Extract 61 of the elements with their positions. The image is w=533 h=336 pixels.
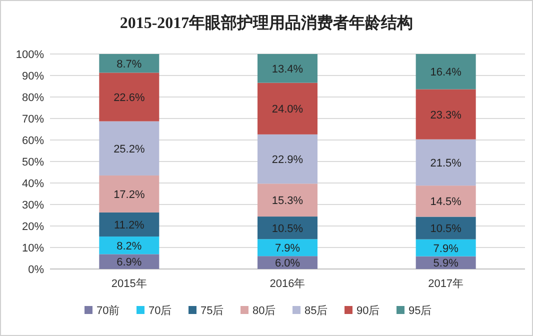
data-label: 22.9%: [272, 154, 304, 166]
bar: [99, 212, 160, 237]
bar: [416, 186, 476, 217]
y-tick-label: 0%: [28, 264, 44, 276]
legend-label: 80后: [252, 304, 276, 317]
data-label: 15.3%: [272, 195, 304, 208]
y-tick-label: 30%: [22, 200, 44, 212]
data-label: 24.0%: [272, 104, 304, 116]
legend-label: 85后: [304, 304, 328, 317]
legend-label: 75后: [200, 304, 224, 317]
y-tick-label: 40%: [22, 178, 44, 190]
data-label: 23.3%: [430, 109, 462, 122]
bar: [416, 89, 476, 140]
chart-title: 2015-2017年眼部护理用品消费者年龄结构: [120, 14, 414, 32]
legend-label: 70前: [96, 305, 120, 317]
data-label: 16.4%: [430, 66, 462, 79]
bar: [99, 72, 160, 122]
bar: [99, 175, 160, 212]
bar: [416, 239, 476, 256]
data-label: 10.5%: [430, 223, 462, 236]
data-label: 13.4%: [272, 63, 304, 76]
data-label: 10.5%: [272, 222, 304, 235]
y-tick-label: 90%: [22, 70, 44, 82]
data-label: 7.9%: [274, 242, 300, 255]
bar: [258, 184, 318, 217]
y-tick-label: 100%: [16, 49, 44, 61]
x-tick-label: 2017年: [428, 278, 464, 290]
data-label: 21.5%: [430, 157, 462, 170]
y-tick-label: 10%: [22, 242, 44, 254]
bar: [258, 239, 318, 256]
y-tick-label: 60%: [22, 135, 44, 147]
legend-label: 70后: [148, 304, 172, 317]
bar: [416, 54, 476, 90]
data-label: 6.0%: [274, 258, 300, 270]
bar: [258, 134, 318, 184]
bar: [99, 236, 160, 254]
x-tick-label: 2016年: [270, 278, 306, 290]
bar: [416, 216, 476, 240]
legend-label: 95后: [408, 304, 432, 317]
data-label: 22.6%: [114, 92, 145, 104]
data-label: 6.9%: [116, 256, 142, 269]
legend-label: 90后: [356, 304, 380, 317]
data-label: 8.2%: [116, 240, 142, 252]
bar: [99, 121, 160, 176]
y-tick-label: 80%: [22, 92, 44, 104]
y-tick-label: 50%: [22, 156, 44, 168]
y-tick-label: 70%: [22, 114, 44, 126]
data-label: 25.2%: [114, 143, 145, 156]
x-tick-label: 2015年: [111, 278, 147, 290]
data-label: 5.9%: [433, 258, 459, 270]
data-label: 11.2%: [114, 219, 145, 232]
data-label: 7.9%: [433, 242, 459, 255]
bar: [258, 82, 318, 134]
bar: [416, 139, 476, 186]
data-label: 8.7%: [116, 58, 142, 70]
data-label: 14.5%: [430, 196, 462, 208]
bar: [99, 54, 160, 73]
bar: [258, 216, 318, 240]
y-tick-label: 20%: [22, 221, 44, 233]
bar: [258, 54, 318, 83]
data-label: 17.2%: [114, 188, 145, 201]
